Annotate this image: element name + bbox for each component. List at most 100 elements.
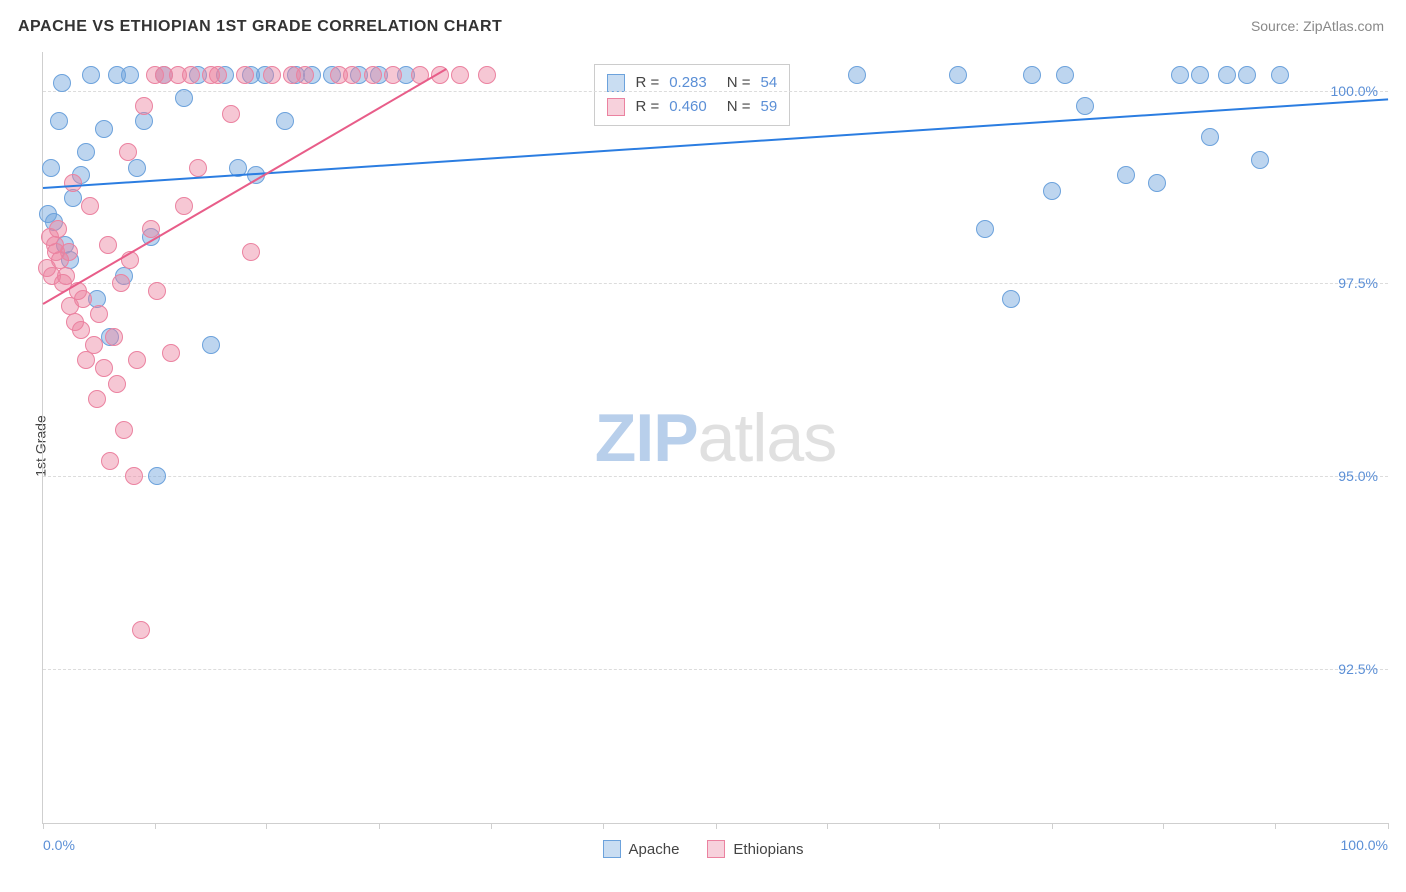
data-point	[60, 243, 78, 261]
data-point	[949, 66, 967, 84]
data-point	[132, 621, 150, 639]
data-point	[81, 197, 99, 215]
data-point	[82, 66, 100, 84]
legend-item: Apache	[603, 840, 680, 858]
data-point	[976, 220, 994, 238]
data-point	[1238, 66, 1256, 84]
series-legend: Apache Ethiopians	[0, 840, 1406, 858]
data-point	[101, 452, 119, 470]
data-point	[384, 66, 402, 84]
watermark-atlas: atlas	[698, 400, 837, 476]
chart-title: APACHE VS ETHIOPIAN 1ST GRADE CORRELATIO…	[18, 18, 502, 36]
data-point	[478, 66, 496, 84]
plot-area: ZIPatlas R =0.283N =54R =0.460N =59 92.5…	[42, 52, 1388, 824]
data-point	[209, 66, 227, 84]
data-point	[263, 66, 281, 84]
legend-n-value: 59	[761, 95, 778, 119]
data-point	[1251, 151, 1269, 169]
data-point	[1023, 66, 1041, 84]
data-point	[1002, 290, 1020, 308]
data-point	[1117, 166, 1135, 184]
data-point	[42, 159, 60, 177]
x-tick	[603, 823, 604, 829]
data-point	[1148, 174, 1166, 192]
data-point	[276, 112, 294, 130]
data-point	[53, 74, 71, 92]
data-point	[121, 66, 139, 84]
y-tick-label: 95.0%	[1338, 468, 1378, 484]
data-point	[1218, 66, 1236, 84]
legend-series-name: Apache	[629, 841, 680, 858]
data-point	[128, 159, 146, 177]
data-point	[182, 66, 200, 84]
data-point	[1271, 66, 1289, 84]
data-point	[1171, 66, 1189, 84]
data-point	[95, 359, 113, 377]
legend-swatch	[603, 840, 621, 858]
gridline	[43, 91, 1388, 92]
y-tick-label: 100.0%	[1331, 83, 1378, 99]
legend-series-name: Ethiopians	[733, 841, 803, 858]
legend-r-value: 0.460	[669, 95, 707, 119]
data-point	[1201, 128, 1219, 146]
data-point	[236, 66, 254, 84]
data-point	[50, 112, 68, 130]
data-point	[125, 467, 143, 485]
data-point	[99, 236, 117, 254]
data-point	[74, 290, 92, 308]
x-tick	[1275, 823, 1276, 829]
data-point	[57, 267, 75, 285]
data-point	[202, 336, 220, 354]
data-point	[175, 89, 193, 107]
legend-r-label: R =	[635, 95, 659, 119]
data-point	[848, 66, 866, 84]
data-point	[451, 66, 469, 84]
data-point	[90, 305, 108, 323]
data-point	[1191, 66, 1209, 84]
x-tick	[379, 823, 380, 829]
x-tick	[1388, 823, 1389, 829]
data-point	[162, 344, 180, 362]
legend-row: R = 0.460 N = 59	[607, 95, 777, 119]
data-point	[112, 274, 130, 292]
data-point	[1043, 182, 1061, 200]
data-point	[242, 243, 260, 261]
legend-swatch	[707, 840, 725, 858]
watermark: ZIPatlas	[595, 399, 836, 477]
x-tick	[491, 823, 492, 829]
data-point	[105, 328, 123, 346]
x-tick	[939, 823, 940, 829]
data-point	[64, 174, 82, 192]
y-tick-label: 97.5%	[1338, 275, 1378, 291]
data-point	[148, 282, 166, 300]
correlation-legend: R =0.283N =54R =0.460N =59	[594, 64, 790, 126]
x-tick	[266, 823, 267, 829]
data-point	[148, 467, 166, 485]
source-label: Source: ZipAtlas.com	[1251, 18, 1384, 34]
y-tick-label: 92.5%	[1338, 661, 1378, 677]
data-point	[343, 66, 361, 84]
gridline	[43, 283, 1388, 284]
data-point	[88, 390, 106, 408]
x-tick	[155, 823, 156, 829]
watermark-zip: ZIP	[595, 400, 698, 476]
data-point	[119, 143, 137, 161]
data-point	[296, 66, 314, 84]
data-point	[1076, 97, 1094, 115]
data-point	[175, 197, 193, 215]
gridline	[43, 669, 1388, 670]
data-point	[49, 220, 67, 238]
legend-n-label: N =	[727, 95, 751, 119]
x-tick	[716, 823, 717, 829]
gridline	[43, 476, 1388, 477]
data-point	[115, 421, 133, 439]
data-point	[95, 120, 113, 138]
data-point	[135, 97, 153, 115]
data-point	[364, 66, 382, 84]
x-tick	[43, 823, 44, 829]
legend-item: Ethiopians	[707, 840, 803, 858]
x-tick	[1052, 823, 1053, 829]
legend-swatch	[607, 98, 625, 116]
data-point	[189, 159, 207, 177]
data-point	[64, 189, 82, 207]
